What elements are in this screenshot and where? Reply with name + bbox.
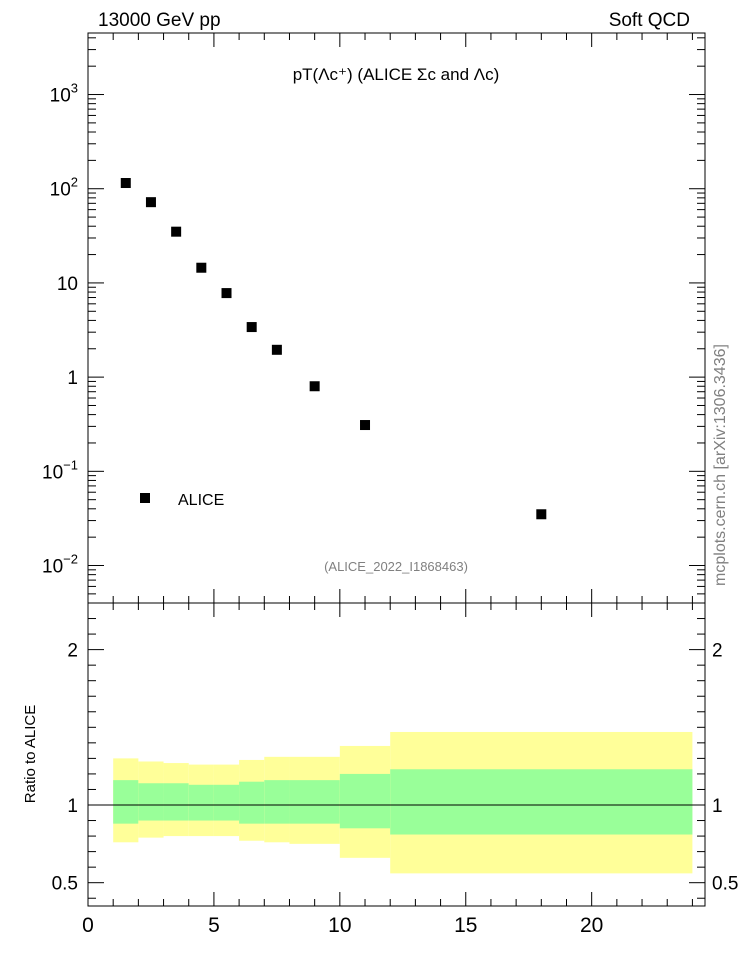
ratio-plot-frame [87,602,706,907]
main-y-tick-label: 103 [50,81,78,107]
data-point [536,509,547,520]
inner-uncertainty-band [264,780,290,824]
plot-title: pT(Λc⁺) (ALICE Σc and Λc) [293,65,500,84]
ratio-y-tick-label-right: 1 [712,796,723,817]
inner-uncertainty-band [188,784,214,821]
main-y-tick-label: 1 [67,368,78,389]
inner-uncertainty-band [239,781,265,824]
data-point [360,420,371,431]
main-y-tick-label: 10−2 [42,552,78,578]
data-point [120,178,131,189]
data-point [145,197,156,208]
main-y-tick-labels: 10−2 10−1 1 10 102 103 [42,81,78,578]
legend-marker [140,493,150,503]
inner-uncertainty-band [339,773,391,829]
ratio-y-tick-label-left: 0.5 [52,874,78,895]
main-y-tick-label: 10 [57,274,78,295]
inner-uncertainty-band [163,783,189,821]
ratio-y-tick-label-right: 2 [712,641,723,662]
inner-uncertainty-band [113,780,139,824]
data-point [246,322,257,333]
main-y-tick-label: 10−1 [42,457,78,483]
ratio-axis-label: Ratio to ALICE [22,705,39,803]
ratio-y-tick-label-right: 0.5 [712,874,738,895]
ratio-y-tick-label-left: 1 [67,796,78,817]
x-tick-label: 15 [454,914,477,937]
main-plot-frame [87,32,706,604]
source-side-label: mcplots.cern.ch [arXiv:1306.3436] [712,344,729,586]
legend-label: ALICE [178,492,224,509]
process-label: Soft QCD [609,10,690,31]
data-point [271,344,282,355]
x-tick-labels: 0 5 10 15 20 [82,914,603,937]
inner-uncertainty-band [289,780,340,824]
inner-uncertainty-band [213,784,240,821]
main-plot-ticks [87,33,705,604]
x-tick-label: 0 [82,914,94,937]
data-point [309,381,320,392]
inner-uncertainty-band [138,783,164,821]
data-point [196,262,207,273]
data-point [221,288,232,299]
x-tick-label: 5 [208,914,220,937]
ratio-plot-ticks [87,603,705,906]
analysis-reference: (ALICE_2022_I1868463) [324,559,468,574]
data-point [171,226,182,237]
x-tick-label: 20 [580,914,603,937]
main-y-tick-label: 102 [50,175,78,201]
ratio-y-tick-label-left: 2 [67,641,78,662]
x-tick-label: 10 [328,914,351,937]
energy-label: 13000 GeV pp [98,10,221,31]
ratio-bands [113,731,693,874]
ratio-tick-labels: 0.5 0.5 1 1 2 2 [52,641,739,895]
data-points [120,178,547,520]
inner-uncertainty-band [390,769,693,835]
